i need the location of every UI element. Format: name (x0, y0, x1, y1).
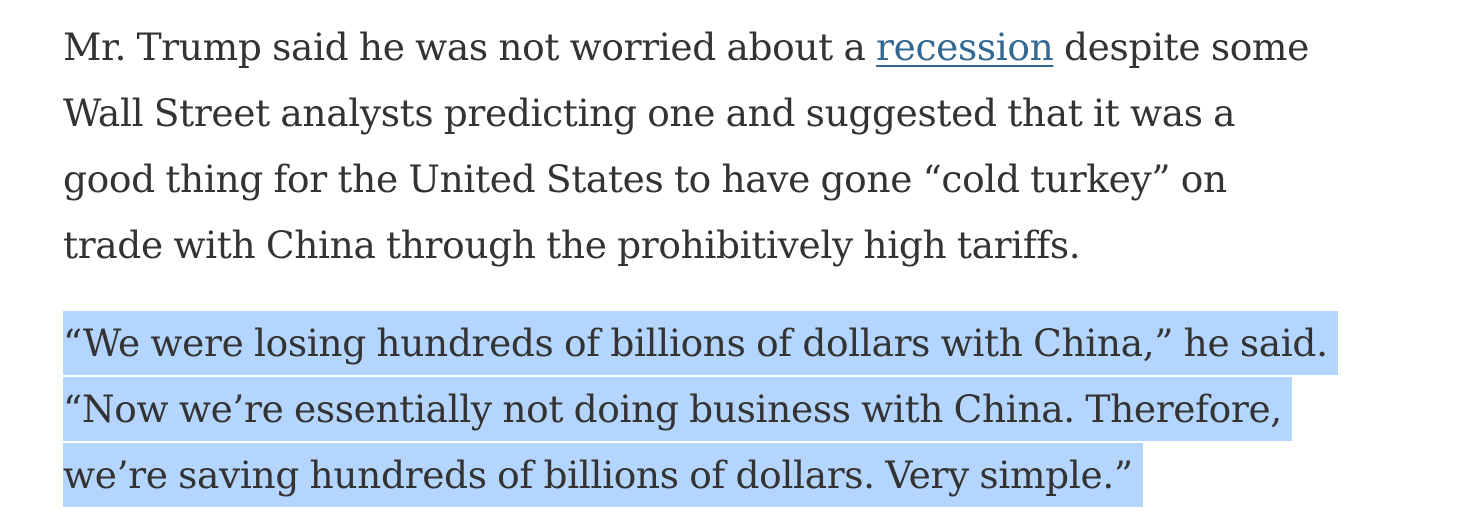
highlighted-line: “Now we’re essentially not doing busines… (63, 376, 1393, 442)
highlighted-line: we’re saving hundreds of billions of dol… (63, 442, 1393, 508)
recession-link[interactable]: recession (876, 25, 1054, 69)
selected-text[interactable]: “Now we’re essentially not doing busines… (63, 377, 1292, 441)
paragraph-recession: Mr. Trump said he was not worried about … (63, 14, 1393, 278)
text-segment: despite some (1053, 25, 1309, 69)
paragraph-quote-highlighted[interactable]: “We were losing hundreds of billions of … (63, 310, 1393, 508)
paragraph-line: Wall Street analysts predicting one and … (63, 91, 1236, 135)
paragraph-line: Mr. Trump said he was not worried about … (63, 14, 1393, 80)
text-segment: Mr. Trump said he was not worried about … (63, 25, 877, 69)
article-body: Mr. Trump said he was not worried about … (63, 14, 1393, 508)
paragraph-line: trade with China through the prohibitive… (63, 223, 1081, 267)
highlighted-line: “We were losing hundreds of billions of … (63, 310, 1393, 376)
selected-text[interactable]: “We were losing hundreds of billions of … (63, 311, 1338, 375)
paragraph-line: good thing for the United States to have… (63, 157, 1227, 201)
selected-text[interactable]: we’re saving hundreds of billions of dol… (63, 443, 1143, 507)
